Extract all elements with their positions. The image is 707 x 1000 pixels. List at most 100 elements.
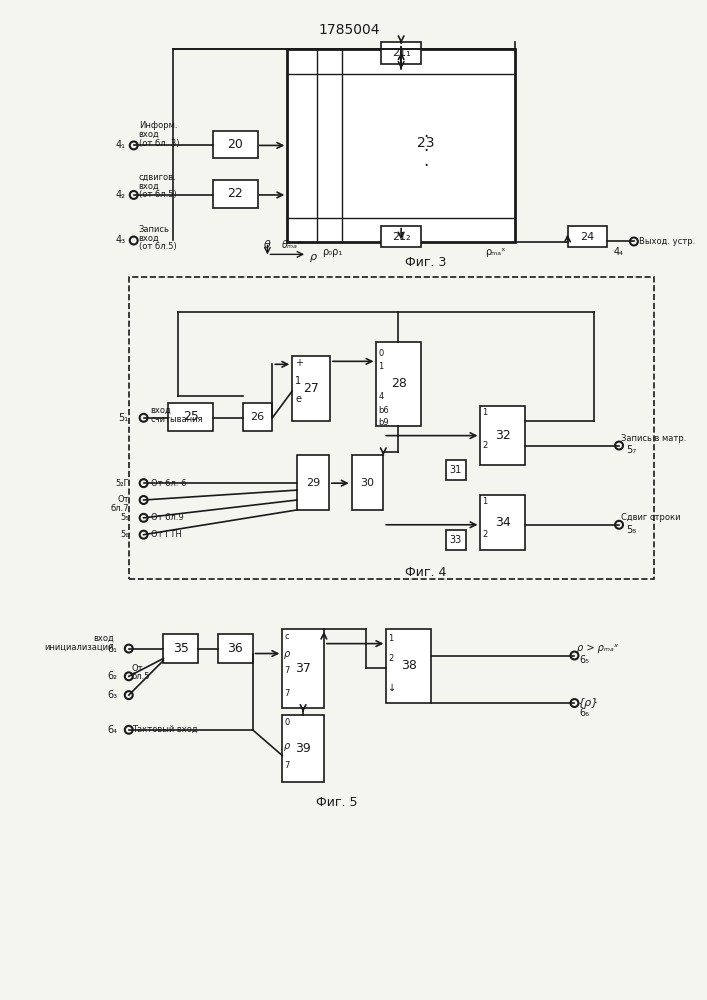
Text: ↓: ↓ (388, 683, 397, 693)
Text: 36: 36 (228, 642, 243, 655)
Text: 2: 2 (482, 530, 488, 539)
Bar (129, 277, 654, 579)
Bar (243, 403, 272, 431)
Text: ρ: ρ (284, 741, 291, 751)
Text: 4₃: 4₃ (116, 235, 126, 245)
Text: 33: 33 (450, 535, 462, 545)
Text: 21₁: 21₁ (392, 48, 411, 58)
Bar (351, 455, 383, 510)
Bar (445, 460, 465, 480)
Text: вход: вход (139, 130, 159, 139)
Text: 22: 22 (228, 187, 243, 200)
Text: Фиг. 3: Фиг. 3 (405, 256, 447, 269)
Text: 4₄: 4₄ (614, 247, 624, 257)
Text: 6₃: 6₃ (107, 690, 118, 700)
Text: Тактовый вход: Тактовый вход (132, 725, 197, 734)
Text: Запись: Запись (139, 225, 170, 234)
Text: сдвигов.: сдвигов. (139, 173, 176, 182)
Text: вход: вход (139, 182, 159, 191)
Text: 20: 20 (227, 138, 243, 151)
Text: 5₂Г: 5₂Г (115, 479, 129, 488)
Text: 27: 27 (303, 382, 319, 395)
Text: 7: 7 (284, 689, 290, 698)
Text: 5₈: 5₈ (626, 525, 636, 535)
Text: 4: 4 (378, 392, 384, 401)
Text: ρ > ρₘₐˣ: ρ > ρₘₐˣ (578, 643, 619, 653)
Text: 6₁: 6₁ (108, 644, 118, 654)
Bar (287, 49, 515, 242)
Text: 5₇: 5₇ (626, 445, 636, 455)
Text: 2: 2 (482, 441, 488, 450)
Bar (480, 406, 525, 465)
Text: c: c (284, 632, 289, 641)
Text: 1: 1 (378, 362, 384, 371)
Text: 5₁: 5₁ (119, 413, 129, 423)
Text: бл.7: бл.7 (110, 504, 129, 513)
Text: .: . (423, 152, 428, 170)
Text: 2: 2 (388, 654, 394, 663)
Text: 35: 35 (173, 642, 189, 655)
Text: Фиг. 4: Фиг. 4 (405, 566, 447, 579)
Text: ρ: ρ (284, 649, 291, 659)
Text: 6₅: 6₅ (580, 655, 590, 665)
Text: 25: 25 (182, 410, 199, 423)
Text: 6₂: 6₂ (108, 671, 118, 681)
Text: 7: 7 (284, 761, 290, 770)
Text: 30: 30 (361, 478, 375, 488)
Bar (213, 180, 257, 208)
Text: 34: 34 (495, 516, 510, 529)
Text: 5₅: 5₅ (120, 513, 129, 522)
Text: 6₄: 6₄ (108, 725, 118, 735)
Text: θₘₐˣ: θₘₐˣ (282, 240, 303, 250)
Text: От: От (132, 664, 144, 673)
Bar (213, 131, 257, 158)
Text: 29: 29 (306, 478, 320, 488)
Text: 1: 1 (482, 497, 488, 506)
Bar (218, 634, 252, 663)
Text: бл.5: бл.5 (132, 672, 150, 681)
Text: +: + (295, 358, 303, 368)
Text: От бл.9: От бл.9 (151, 513, 183, 522)
Text: 21₂: 21₂ (392, 232, 411, 242)
Text: (от бл.5): (от бл.5) (139, 242, 177, 251)
Text: Сдвиг строки: Сдвиг строки (621, 513, 681, 522)
Text: .: . (423, 123, 428, 141)
Text: 1: 1 (295, 376, 301, 386)
Text: ρ: ρ (310, 252, 317, 262)
Bar (292, 356, 330, 421)
Text: Информ.: Информ. (139, 121, 177, 130)
Text: (от бл.5): (от бл.5) (139, 190, 177, 199)
Bar (282, 629, 324, 708)
Text: От ГТН: От ГТН (151, 530, 181, 539)
Text: считывания: считывания (151, 415, 203, 424)
Text: {ρ}: {ρ} (578, 698, 599, 708)
Bar (568, 226, 607, 247)
Text: инициализации: инициализации (45, 643, 114, 652)
Bar (480, 495, 525, 550)
Text: 4₂: 4₂ (116, 190, 126, 200)
Text: 1785004: 1785004 (319, 23, 380, 37)
Text: Запись в матр.: Запись в матр. (621, 434, 686, 443)
Text: 1: 1 (482, 408, 488, 417)
Text: 6₆: 6₆ (580, 708, 590, 718)
Bar (381, 226, 421, 247)
Text: ρₘₐˣ: ρₘₐˣ (485, 247, 506, 257)
Text: (от бл. 3): (от бл. 3) (139, 139, 179, 148)
Bar (381, 42, 421, 64)
Text: b6: b6 (378, 406, 389, 415)
Bar (163, 634, 198, 663)
Text: От: От (117, 495, 129, 504)
Text: 7: 7 (284, 666, 290, 675)
Text: 0: 0 (284, 718, 289, 727)
Bar (445, 530, 465, 550)
Text: 5₆: 5₆ (120, 530, 129, 539)
Bar (297, 455, 329, 510)
Text: Выход. устр.: Выход. устр. (639, 237, 695, 246)
Text: вход: вход (151, 406, 171, 415)
Text: ρ₀ρ₁: ρ₀ρ₁ (322, 247, 342, 257)
Text: .: . (423, 137, 428, 155)
Text: 0: 0 (378, 349, 384, 358)
Bar (376, 342, 421, 426)
Text: 32: 32 (495, 429, 510, 442)
Text: 39: 39 (296, 742, 311, 755)
